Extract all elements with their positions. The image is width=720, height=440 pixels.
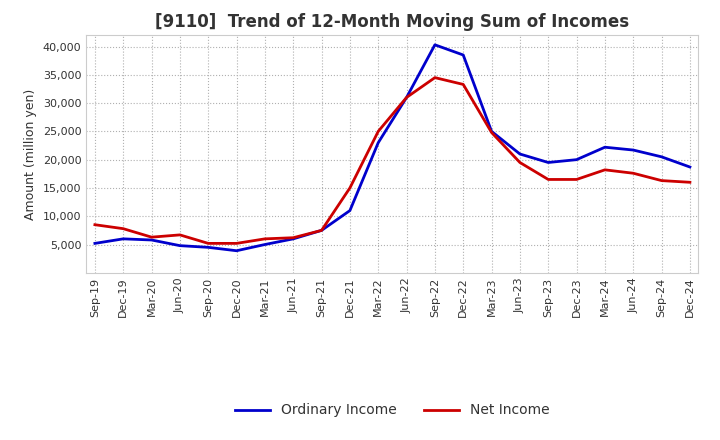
Ordinary Income bbox=[318, 228, 326, 233]
Ordinary Income bbox=[204, 245, 212, 250]
Ordinary Income bbox=[233, 248, 241, 253]
Net Income bbox=[544, 177, 552, 182]
Net Income bbox=[600, 167, 609, 172]
Legend: Ordinary Income, Net Income: Ordinary Income, Net Income bbox=[235, 403, 550, 417]
Ordinary Income bbox=[119, 236, 127, 242]
Ordinary Income bbox=[289, 236, 297, 242]
Net Income bbox=[516, 160, 524, 165]
Net Income bbox=[261, 236, 269, 242]
Net Income bbox=[119, 226, 127, 231]
Net Income bbox=[629, 171, 637, 176]
Ordinary Income bbox=[374, 140, 382, 145]
Ordinary Income bbox=[685, 165, 694, 170]
Ordinary Income bbox=[148, 237, 156, 242]
Ordinary Income bbox=[487, 129, 496, 134]
Ordinary Income bbox=[629, 147, 637, 153]
Net Income bbox=[318, 228, 326, 233]
Ordinary Income bbox=[516, 151, 524, 157]
Ordinary Income bbox=[544, 160, 552, 165]
Net Income bbox=[204, 241, 212, 246]
Ordinary Income bbox=[459, 52, 467, 58]
Ordinary Income bbox=[402, 95, 411, 100]
Net Income bbox=[431, 75, 439, 80]
Line: Ordinary Income: Ordinary Income bbox=[95, 45, 690, 251]
Net Income bbox=[91, 222, 99, 227]
Net Income bbox=[459, 82, 467, 87]
Ordinary Income bbox=[91, 241, 99, 246]
Net Income bbox=[289, 235, 297, 240]
Ordinary Income bbox=[572, 157, 581, 162]
Ordinary Income bbox=[261, 242, 269, 247]
Line: Net Income: Net Income bbox=[95, 77, 690, 243]
Ordinary Income bbox=[600, 145, 609, 150]
Net Income bbox=[148, 235, 156, 240]
Net Income bbox=[233, 241, 241, 246]
Net Income bbox=[374, 129, 382, 134]
Net Income bbox=[346, 185, 354, 191]
Net Income bbox=[487, 130, 496, 135]
Ordinary Income bbox=[346, 208, 354, 213]
Net Income bbox=[176, 232, 184, 238]
Title: [9110]  Trend of 12-Month Moving Sum of Incomes: [9110] Trend of 12-Month Moving Sum of I… bbox=[156, 13, 629, 31]
Y-axis label: Amount (million yen): Amount (million yen) bbox=[24, 88, 37, 220]
Net Income bbox=[685, 180, 694, 185]
Net Income bbox=[657, 178, 666, 183]
Ordinary Income bbox=[431, 42, 439, 48]
Ordinary Income bbox=[176, 243, 184, 248]
Ordinary Income bbox=[657, 154, 666, 159]
Net Income bbox=[402, 95, 411, 100]
Net Income bbox=[572, 177, 581, 182]
